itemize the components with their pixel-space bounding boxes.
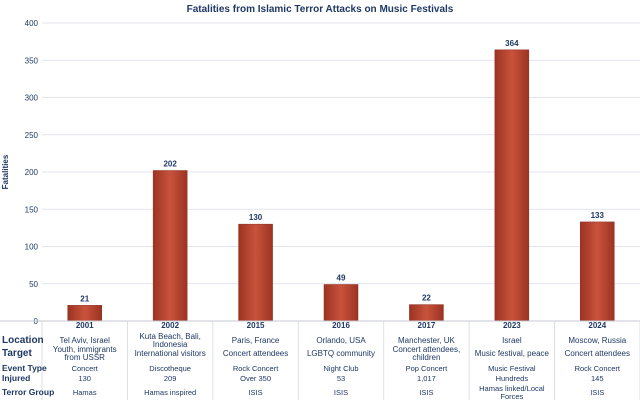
table-cell: Manchester, UK: [398, 336, 456, 345]
table-cell: ISIS: [590, 388, 604, 397]
table-cell: ISIS: [419, 388, 433, 397]
y-tick-label: 350: [25, 56, 39, 65]
table-cell: Rock Concert: [575, 364, 621, 373]
table-row-header: Injured: [2, 373, 30, 383]
data-table-lines: [0, 320, 640, 400]
x-tick-label: 2023: [503, 321, 521, 330]
table-cell: from USSR: [64, 353, 105, 362]
bar-2002: [152, 170, 188, 322]
table-cell: Night Club: [323, 364, 358, 373]
table-cell: Indonesia: [153, 340, 188, 349]
bars: [67, 49, 615, 322]
table-row-header: Target: [2, 348, 32, 359]
data-label: 22: [422, 294, 431, 303]
y-tick-label: 100: [25, 243, 39, 252]
table-cell: Concert: [72, 364, 99, 373]
table-cell: Concert attendees: [223, 349, 288, 358]
table-cell: Moscow, Russia: [568, 336, 626, 345]
data-label: 21: [80, 294, 89, 303]
data-labels: 21 202 130 49 22 364 133: [80, 39, 604, 304]
y-axis-ticks: 050100150200250300350400: [25, 19, 39, 326]
x-axis-ticks: 2001 2002 2015 2016 2017 2023 2024: [76, 321, 607, 330]
x-tick-label: 2016: [332, 321, 350, 330]
table-cell: Hundreds: [496, 374, 529, 383]
table-cell: children: [412, 353, 440, 362]
table-cell: Israel: [502, 336, 522, 345]
table-cell: 1,017: [417, 374, 436, 383]
table-cell: Music festival, peace: [475, 349, 550, 358]
chart-title: Fatalities from Islamic Terror Attacks o…: [187, 4, 454, 15]
table-cell: ISIS: [334, 388, 348, 397]
bar-2017: [409, 304, 444, 322]
table-cell: ISIS: [248, 388, 262, 397]
data-label: 202: [163, 160, 177, 169]
x-tick-label: 2017: [418, 321, 436, 330]
table-cell: Hamas: [73, 388, 97, 397]
table-cell: 53: [337, 374, 345, 383]
table-cell: Hamas inspired: [144, 388, 196, 397]
table-cell: Orlando, USA: [316, 336, 366, 345]
data-label: 133: [591, 211, 605, 220]
table-cell: Tel Aviv, Israel: [60, 336, 111, 345]
data-label: 364: [505, 39, 519, 48]
x-tick-label: 2001: [76, 321, 94, 330]
table-cell: Rock Concert: [233, 364, 279, 373]
x-tick-label: 2024: [588, 321, 606, 330]
table-cell: Concert attendees,: [393, 345, 461, 354]
table-cell: Hamas linked/Local: [479, 384, 545, 393]
table-cell: International visitors: [135, 349, 206, 358]
table-cell: LGBTQ community: [307, 349, 375, 358]
y-tick-label: 50: [29, 280, 38, 289]
table-cell: 145: [591, 374, 604, 383]
table-cell: Over 350: [240, 374, 271, 383]
bar-2023: [494, 49, 530, 322]
table-cell: Concert attendees: [565, 349, 630, 358]
x-tick-label: 2015: [247, 321, 265, 330]
bar-2016: [323, 284, 359, 322]
data-table: Location Tel Aviv, Israel Kuta Beach, Bali…: [2, 332, 630, 400]
table-row-header: Event Type: [2, 363, 47, 373]
table-row-header: Terror Group: [2, 387, 54, 397]
table-cell: Discotheque: [149, 364, 191, 373]
table-cell: Paris, France: [232, 336, 280, 345]
table-cell: 130: [78, 374, 91, 383]
y-tick-label: 250: [25, 131, 39, 140]
table-cell: Music Festival: [488, 364, 536, 373]
y-axis-label: Fatalities: [1, 154, 10, 189]
y-tick-label: 300: [25, 94, 39, 103]
bar-2024: [580, 221, 615, 322]
y-tick-label: 150: [25, 205, 39, 214]
bar-2015: [238, 223, 273, 322]
x-tick-label: 2002: [161, 321, 179, 330]
table-cell: Kuta Beach, Bali,: [139, 332, 200, 341]
gridlines: [42, 22, 640, 322]
table-cell: 209: [164, 374, 177, 383]
data-label: 49: [337, 273, 346, 282]
table-cell: Youth, immigrants: [53, 345, 117, 354]
table-cell: Pop Concert: [406, 364, 449, 373]
table-cell: Forces: [500, 392, 523, 400]
y-tick-label: 200: [25, 168, 39, 177]
data-label: 130: [249, 213, 263, 222]
table-row-header: Location: [2, 335, 44, 346]
bar-2001: [67, 305, 102, 322]
y-tick-label: 400: [25, 19, 39, 28]
